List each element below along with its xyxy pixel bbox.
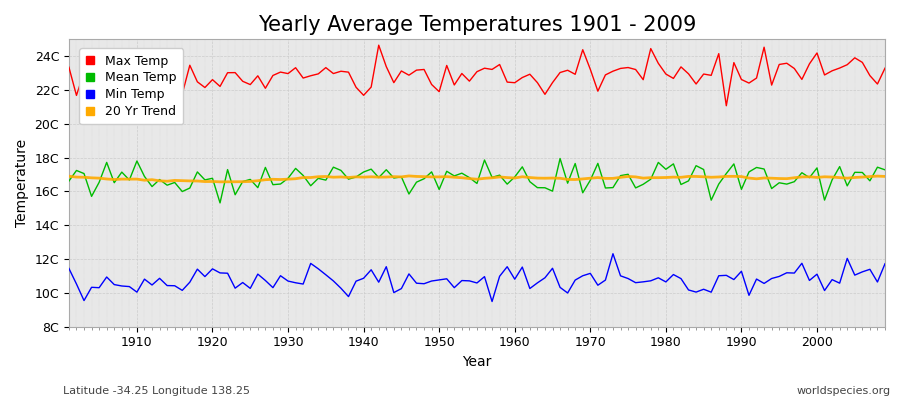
Legend: Max Temp, Mean Temp, Min Temp, 20 Yr Trend: Max Temp, Mean Temp, Min Temp, 20 Yr Tre… [79,48,184,124]
Text: Latitude -34.25 Longitude 138.25: Latitude -34.25 Longitude 138.25 [63,386,250,396]
Text: worldspecies.org: worldspecies.org [796,386,891,396]
X-axis label: Year: Year [463,355,491,369]
Y-axis label: Temperature: Temperature [15,139,29,227]
Title: Yearly Average Temperatures 1901 - 2009: Yearly Average Temperatures 1901 - 2009 [257,15,696,35]
